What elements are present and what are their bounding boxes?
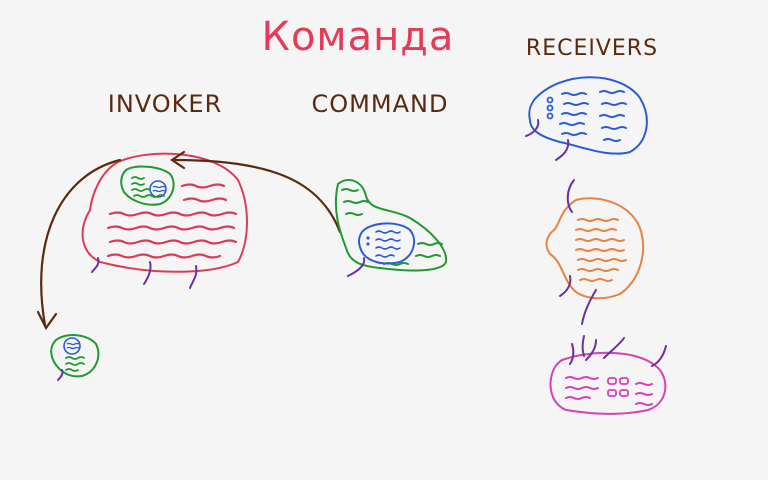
arrow-invoker-to-history bbox=[36, 158, 122, 331]
receiver-pink bbox=[549, 335, 667, 415]
invoker-command-slot bbox=[120, 165, 175, 206]
invoker-blob bbox=[81, 152, 248, 289]
command-label: COMMAND bbox=[312, 90, 449, 118]
arrow-command-to-invoker bbox=[170, 150, 342, 234]
receiver-blue bbox=[525, 76, 648, 161]
receivers-label: RECEIVERS bbox=[526, 36, 658, 61]
receiver-orange bbox=[545, 179, 645, 325]
command-blob bbox=[334, 179, 448, 277]
executed-command bbox=[50, 334, 100, 381]
invoker-label: INVOKER bbox=[108, 90, 223, 118]
diagram-title: Команда bbox=[262, 14, 455, 60]
